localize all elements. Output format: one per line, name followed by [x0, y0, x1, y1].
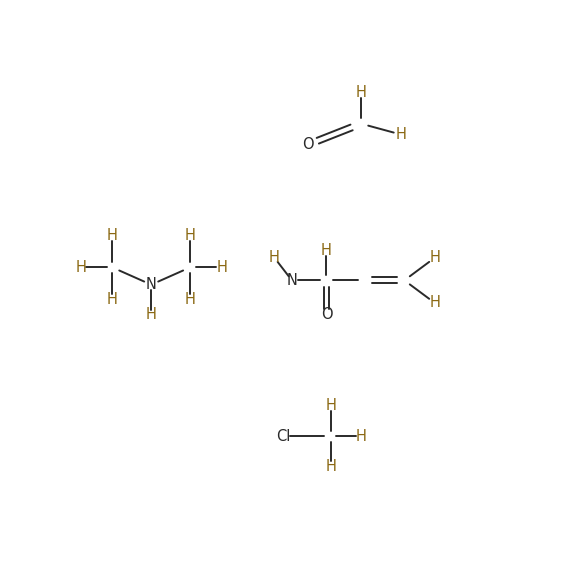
Text: N: N: [146, 277, 157, 292]
Text: H: H: [429, 296, 440, 310]
Text: H: H: [107, 292, 118, 307]
Text: H: H: [107, 228, 118, 243]
Text: H: H: [325, 398, 336, 413]
Text: N: N: [287, 273, 297, 288]
Text: H: H: [356, 429, 366, 443]
Text: H: H: [321, 243, 332, 257]
Text: H: H: [356, 85, 366, 100]
Text: O: O: [321, 307, 332, 323]
Text: O: O: [302, 137, 314, 152]
Text: H: H: [269, 250, 280, 265]
Text: H: H: [217, 260, 227, 275]
Text: H: H: [185, 292, 196, 307]
Text: H: H: [75, 260, 86, 275]
Text: H: H: [185, 228, 196, 243]
Text: H: H: [146, 307, 157, 323]
Text: H: H: [429, 250, 440, 265]
Text: Cl: Cl: [276, 429, 291, 443]
Text: H: H: [396, 127, 406, 142]
Text: H: H: [325, 459, 336, 474]
